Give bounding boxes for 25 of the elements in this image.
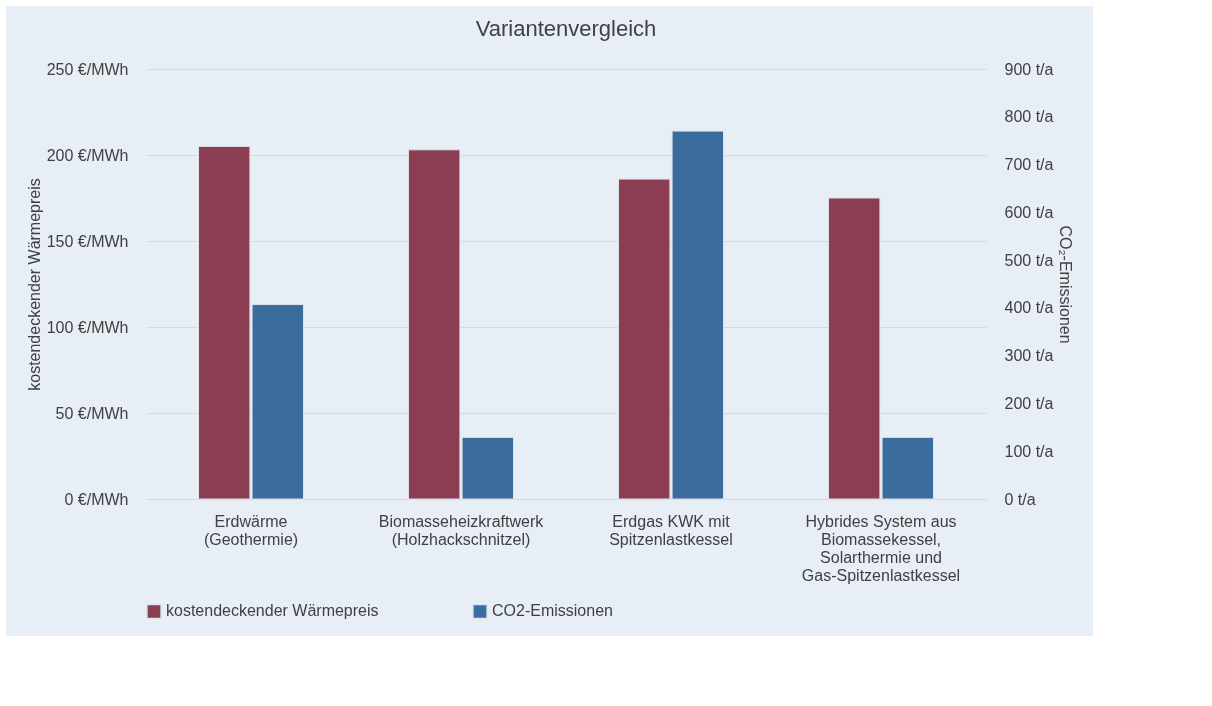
y2-tick-label: 400 t/a xyxy=(1004,299,1054,317)
x-tick-label: Erdwärme (Geothermie) xyxy=(203,512,299,548)
y-tick-label: 100 €/MWh xyxy=(46,318,129,336)
y2-tick-label: 0 t/a xyxy=(1004,490,1036,508)
y-tick-label: 250 €/MWh xyxy=(46,60,129,78)
x-tick-label: Hybrides System aus Biomassekessel, Solarthermie und Gas-Spitzenlastkessel xyxy=(801,512,961,584)
x-tick-label: Biomasseheizkraftwerk (Holzhackschnitzel) xyxy=(378,512,545,548)
legend-label: kostendeckender Wärmepreis xyxy=(166,602,379,620)
y-tick-label: 200 €/MWh xyxy=(46,146,129,164)
x-tick-label: Erdgas KWK mit Spitzenlastkessel xyxy=(609,512,733,548)
y-tick-label: 50 €/MWh xyxy=(55,404,129,422)
y-tick-label: 0 €/MWh xyxy=(64,490,129,508)
y2-tick-label: 600 t/a xyxy=(1004,203,1054,221)
y2-tick-label: 500 t/a xyxy=(1004,251,1054,269)
y2-tick-label: 700 t/a xyxy=(1004,156,1054,174)
y2-tick-label: 900 t/a xyxy=(1004,60,1054,78)
chart-title: Variantenvergleich xyxy=(475,16,657,41)
y2-tick-label: 800 t/a xyxy=(1004,108,1054,126)
y2-tick-label: 300 t/a xyxy=(1004,347,1054,365)
y-axis-title: kostendeckender Wärmepreis xyxy=(25,178,43,391)
y2-axis-title: CO₂-Emissionen xyxy=(1057,225,1075,344)
legend-label: CO2-Emissionen xyxy=(492,602,613,620)
y-tick-label: 150 €/MWh xyxy=(46,232,129,250)
y2-tick-label: 200 t/a xyxy=(1004,394,1054,412)
y2-tick-label: 100 t/a xyxy=(1004,442,1054,460)
